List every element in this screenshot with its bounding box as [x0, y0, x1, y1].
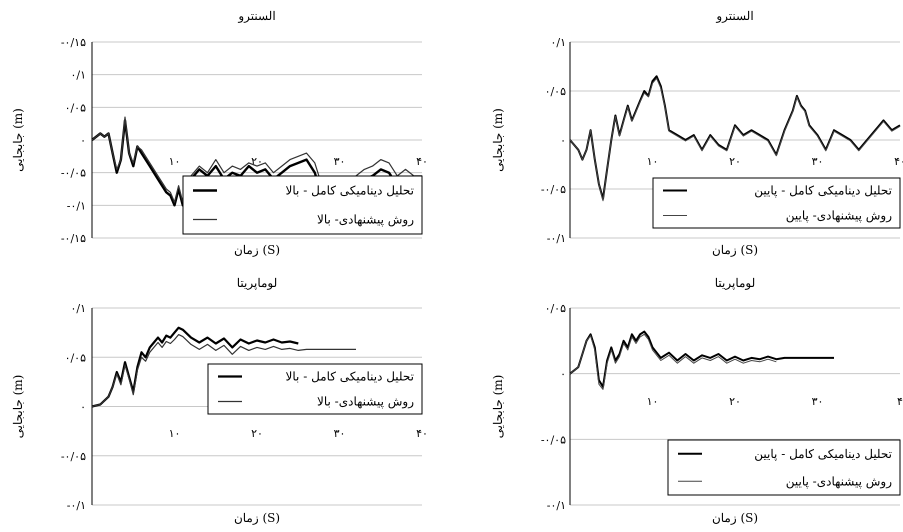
y-tick-label: ۰/۱ — [70, 302, 86, 315]
x-tick-label: ۴۰ — [416, 155, 428, 168]
x-tick-label: ۳۰ — [812, 155, 824, 168]
legend-label: روش پیشنهادی- پایین — [786, 474, 892, 488]
y-tick-label: -۰/۱ — [547, 232, 566, 245]
series-line-1 — [569, 330, 834, 388]
x-tick-label: ۴۰ — [416, 427, 428, 440]
chart-title: السنترو — [715, 9, 753, 23]
y-tick-label: ۰/۰۵ — [65, 351, 87, 364]
y-tick-label: ۰ — [80, 401, 86, 414]
x-tick-label: ۲۰ — [251, 427, 263, 440]
x-tick-label: ۱۰ — [169, 427, 181, 440]
y-tick-label: ۰ — [80, 134, 86, 147]
y-tick-label: -۰/۱ — [67, 499, 86, 512]
chart-title: السنترو — [237, 9, 275, 23]
y-tick-label: ۰ — [560, 134, 566, 147]
legend-box — [207, 363, 423, 415]
y-axis-label: جابجایی (m) — [11, 375, 25, 439]
chart-panel-4: ۰/۰۵ ۰ -۰/۰۵ -۰/۱ ۱۰ ۲۰ ۳۰ ۴ لوماپریتا جابجایی (m… — [491, 276, 903, 525]
x-axis-label: زمان (S) — [234, 243, 280, 257]
chart-panel-1: -۰/۱۵ ۰/۱ ۰/۰۵ ۰ -۰/۰۵ -۰/۱ -۰/۱۵ ۱۰ ۲۰ ۳۰ ۴۰ السنت… — [11, 9, 428, 257]
x-tick-label: ۴۰ — [894, 155, 903, 168]
x-tick-label: ۱۰ — [169, 155, 181, 168]
legend-label: تحلیل دینامیکی کامل - پایین — [754, 184, 892, 198]
chart-panel-2: ۰/۱ ۰/۰۵ ۰ -۰/۰۵ -۰/۱ ۱۰ ۲۰ ۳۰ ۴۰ السنترو جابجایی … — [491, 9, 903, 257]
series-line-2 — [569, 333, 777, 390]
x-tick-label: ۳۰ — [334, 427, 346, 440]
y-tick-label: ۰/۰۵ — [545, 302, 567, 315]
legend-box — [652, 177, 901, 229]
y-tick-label: -۰/۰۵ — [61, 167, 86, 180]
legend-label: روش پیشنهادی- بالا — [317, 395, 414, 409]
y-tick-label: -۰/۱ — [67, 199, 86, 212]
y-tick-label: -۰/۱ — [547, 499, 566, 512]
legend-label: تحلیل دینامیکی کامل - بالا — [286, 184, 414, 198]
x-tick-label: ۳۰ — [334, 155, 346, 168]
y-tick-label: ۰ — [560, 368, 566, 381]
x-tick-label: ۲۰ — [729, 155, 741, 168]
series-line-2 — [569, 77, 901, 202]
x-axis-label: زمان (S) — [234, 511, 280, 525]
y-tick-label: -۰/۰۵ — [541, 433, 566, 446]
y-tick-label: -۰/۰۵ — [541, 183, 566, 196]
y-axis-label: جابجایی (m) — [11, 108, 25, 172]
x-tick-label: ۲۰ — [729, 395, 741, 408]
y-tick-label: -۰/۰۵ — [61, 450, 86, 463]
x-tick-label: ۲۰ — [251, 155, 263, 168]
y-tick-label: ۰/۰۵ — [545, 85, 567, 98]
chart-title: لوماپریتا — [715, 276, 756, 290]
x-tick-label: ۱۰ — [647, 395, 659, 408]
x-axis-label: زمان (S) — [712, 511, 758, 525]
chart-title: لوماپریتا — [237, 276, 278, 290]
legend-label: تحلیل دینامیکی کامل - بالا — [286, 370, 414, 384]
legend-label: تحلیل دینامیکی کامل - پایین — [754, 447, 892, 461]
legend-label: روش پیشنهادی- پایین — [786, 209, 892, 223]
y-tick-label: -۰/۱۵ — [61, 36, 86, 49]
legend-label: روش پیشنهادی- بالا — [317, 213, 414, 227]
y-tick-label: -۰/۱۵ — [61, 232, 86, 245]
y-tick-label: ۰/۰۵ — [65, 101, 87, 114]
x-tick-label: ۱۰ — [647, 155, 659, 168]
chart-panel-3: ۰/۱ ۰/۰۵ ۰ -۰/۰۵ -۰/۱ ۱۰ ۲۰ ۳۰ ۴۰ لوماپریتا جابجای… — [11, 276, 428, 525]
x-tick-label: ۴ — [897, 395, 903, 408]
y-axis-label: جابجایی (m) — [491, 108, 505, 172]
legend-box — [667, 439, 901, 496]
x-axis-label: زمان (S) — [712, 243, 758, 257]
y-tick-label: ۰/۱ — [550, 36, 566, 49]
legend-box — [182, 175, 423, 235]
x-tick-label: ۳۰ — [812, 395, 824, 408]
y-tick-label: ۰/۱ — [70, 69, 86, 82]
y-axis-label: جابجایی (m) — [491, 375, 505, 439]
series-line-2 — [91, 334, 356, 408]
